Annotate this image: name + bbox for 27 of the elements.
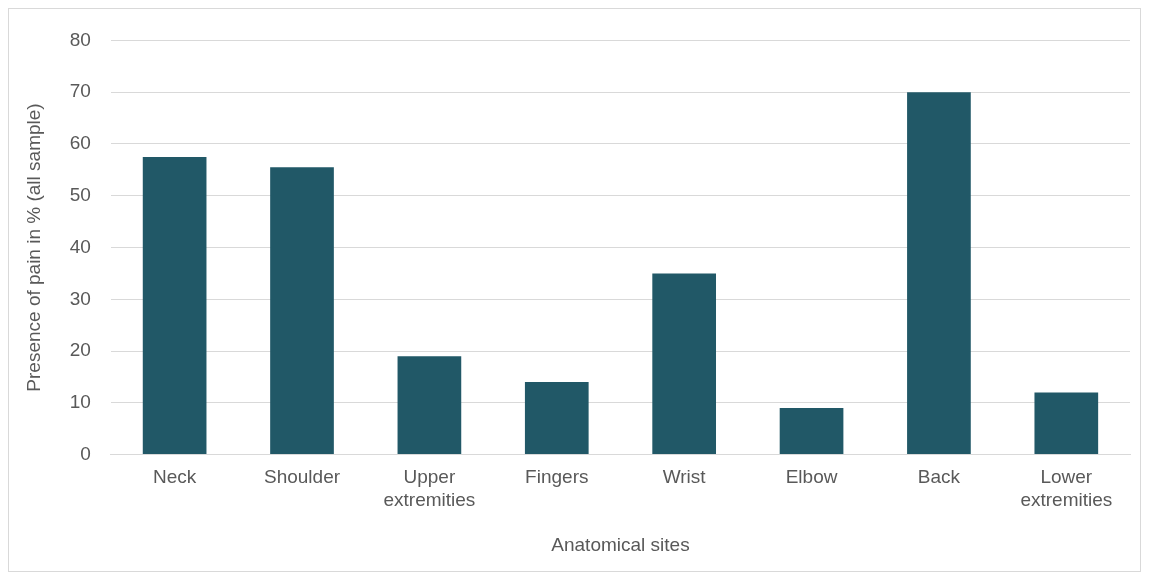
y-tick-label: 80 <box>69 28 91 50</box>
bar <box>652 273 716 455</box>
bar <box>142 156 207 455</box>
bar <box>1034 392 1099 455</box>
y-tick-label: 50 <box>69 183 91 205</box>
x-tick-label: Back <box>917 466 961 488</box>
x-tick-label: Shoulder <box>263 466 341 488</box>
bar <box>270 167 334 455</box>
y-axis-title: Presence of pain in % (all sample) <box>22 103 44 392</box>
bar <box>907 92 971 455</box>
y-tick-label: 10 <box>69 391 91 413</box>
x-tick-label: Lower extremities <box>1020 466 1113 511</box>
x-tick-label: Neck <box>152 466 197 488</box>
y-tick-label: 30 <box>69 287 91 309</box>
bar <box>397 356 462 455</box>
y-tick-label: 70 <box>69 80 91 102</box>
x-tick-label: Wrist <box>662 466 707 488</box>
bar <box>779 408 844 455</box>
y-tick-label: 20 <box>69 339 91 361</box>
y-tick-label: 60 <box>69 132 91 154</box>
x-tick-label: Upper extremities <box>383 466 476 511</box>
bar <box>524 382 589 455</box>
y-tick-label: 40 <box>69 235 91 257</box>
y-tick-label: 0 <box>80 442 91 464</box>
x-tick-label: Fingers <box>525 466 589 488</box>
x-tick-label: Elbow <box>785 466 838 488</box>
x-axis-title: Anatomical sites <box>551 533 690 555</box>
